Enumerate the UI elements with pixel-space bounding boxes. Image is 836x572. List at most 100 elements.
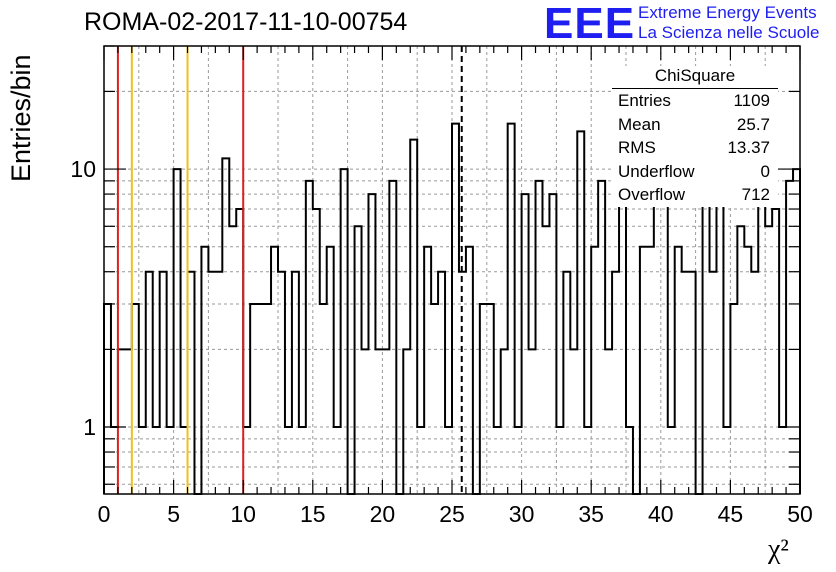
histogram-bin: [508, 124, 515, 494]
histogram-bin: [682, 272, 689, 494]
stats-value: 13.37: [727, 138, 770, 157]
histogram-bin: [417, 427, 424, 494]
histogram-bin: [529, 349, 536, 494]
histogram-bin: [271, 247, 278, 494]
histogram-bin: [229, 226, 236, 494]
histogram-bin: [355, 226, 362, 494]
histogram-bin: [160, 272, 167, 494]
histogram-bin: [626, 427, 633, 494]
histogram-bin: [605, 349, 612, 494]
histogram-bin: [153, 427, 160, 494]
histogram-bin: [723, 427, 730, 494]
histogram-bin: [619, 181, 626, 494]
histogram-bin: [501, 349, 508, 494]
histogram-bin: [125, 349, 132, 494]
histogram-bin: [215, 272, 222, 494]
stats-label: Overflow: [618, 185, 686, 204]
histogram-bin: [382, 349, 389, 494]
histogram-bin: [104, 304, 111, 494]
histogram-bin: [744, 247, 751, 494]
histogram-bin: [772, 209, 779, 494]
histogram-bin: [703, 181, 710, 494]
histogram-bin: [668, 427, 675, 494]
histogram-bin: [341, 169, 348, 494]
histogram-bin: [563, 272, 570, 494]
histogram-bin: [675, 247, 682, 494]
histogram-bin: [167, 427, 174, 494]
x-tick-label: 45: [718, 501, 744, 527]
histogram-bin: [793, 169, 800, 494]
histogram-bin: [598, 181, 605, 494]
histogram-bin: [556, 427, 563, 494]
histogram-bin: [758, 158, 765, 494]
x-tick-label: 0: [98, 501, 111, 527]
histogram-bin: [779, 427, 786, 494]
histogram-bin: [737, 226, 744, 494]
x-tick-label: 10: [230, 501, 256, 527]
x-tick-label: 15: [300, 501, 326, 527]
histogram-bin: [765, 226, 772, 494]
histogram-bin: [640, 247, 647, 494]
histogram-bin: [661, 194, 668, 494]
histogram-bin: [710, 272, 717, 494]
histogram-bin: [362, 349, 369, 494]
histogram-bin: [201, 247, 208, 494]
histogram-bin: [285, 427, 292, 494]
histogram-bin: [118, 349, 125, 494]
histogram-bin: [786, 181, 793, 494]
chart-title: ROMA-02-2017-11-10-00754: [84, 8, 408, 36]
histogram-bin: [570, 349, 577, 494]
histogram-bin: [410, 140, 417, 494]
logo-subtitle-2: La Scienza nelle Scuole: [638, 23, 820, 42]
tick-labels: 0 5 10 15 20 25 30 35 40 45 50 1 10: [70, 156, 812, 527]
marker-lines: [116, 46, 463, 494]
axis-ticks: [103, 45, 801, 494]
histogram-bin: [306, 181, 313, 494]
histogram-bin: [431, 304, 438, 494]
histogram-outline: [103, 122, 801, 495]
histogram-bin: [368, 194, 375, 494]
x-tick-label: 50: [787, 501, 813, 527]
histogram-bin: [730, 304, 737, 494]
histogram-bin: [334, 427, 341, 494]
stats-row-mean: Mean 25.7: [612, 113, 778, 137]
stats-label: Entries: [618, 91, 671, 110]
histogram-bin: [751, 272, 758, 494]
histogram-bin: [452, 124, 459, 494]
stats-title: ChiSquare: [612, 66, 778, 89]
stats-row-rms: RMS 13.37: [612, 136, 778, 160]
histogram-bin: [208, 272, 215, 494]
histogram-bin: [188, 272, 195, 494]
histogram-bin: [327, 247, 334, 494]
histogram-bin: [480, 304, 487, 494]
histogram-bin: [313, 209, 320, 494]
x-tick-label: 40: [648, 501, 674, 527]
histogram-bin: [299, 427, 306, 494]
histogram-bin: [146, 272, 153, 494]
stats-label: Mean: [618, 114, 661, 134]
histogram-bin: [257, 304, 264, 494]
histogram-bin: [445, 427, 452, 494]
histogram-bin: [647, 247, 654, 494]
histogram-bin: [522, 194, 529, 494]
stats-row-entries: Entries 1109: [612, 89, 778, 113]
y-tick-label: 10: [70, 156, 96, 182]
histogram-bin: [716, 194, 723, 494]
y-axis-label: Entries/bin: [6, 54, 36, 182]
histogram-bin: [320, 304, 327, 494]
histogram-bin: [236, 209, 243, 494]
histogram-bin: [132, 304, 139, 494]
histogram-bin: [591, 247, 598, 494]
stats-value: 712: [741, 185, 770, 204]
histogram-bin: [515, 427, 522, 494]
histogram-bin: [577, 131, 584, 494]
histogram-bin: [278, 272, 285, 494]
histogram-bin: [243, 427, 250, 494]
histogram-bin: [424, 247, 431, 494]
x-tick-label: 5: [167, 501, 180, 527]
histogram-bin: [487, 304, 494, 494]
x-tick-label: 20: [370, 501, 396, 527]
histogram-bin: [250, 304, 257, 494]
histogram-bin: [466, 247, 473, 494]
